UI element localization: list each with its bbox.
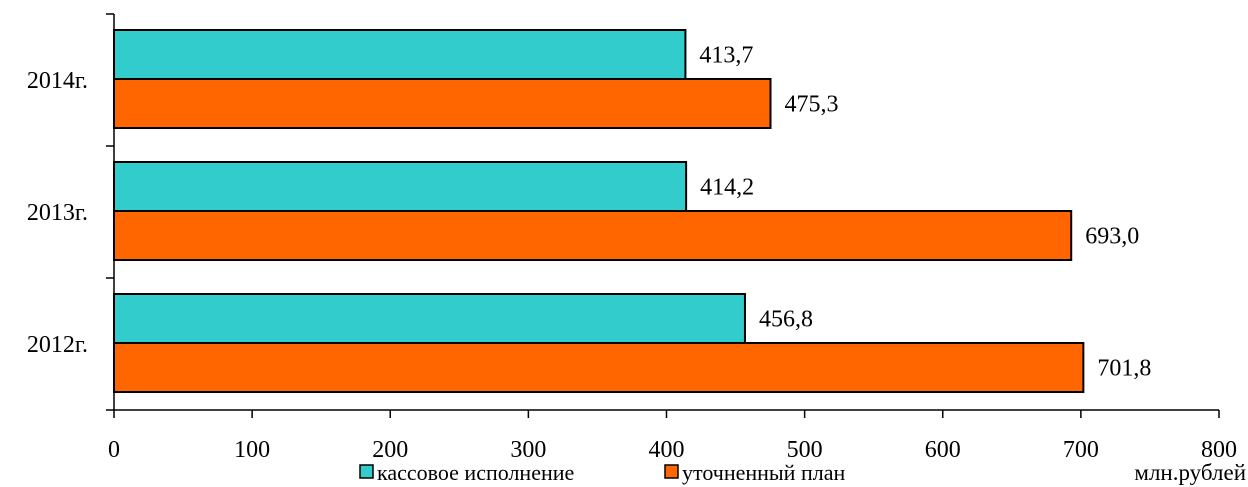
bar	[113, 78, 772, 129]
legend-swatch	[664, 464, 679, 479]
data-label: 456,8	[759, 307, 813, 333]
x-tick-label: 600	[925, 437, 961, 463]
bars-group	[113, 29, 1085, 393]
data-label: 413,7	[699, 43, 753, 69]
x-tick-label: 200	[372, 437, 408, 463]
legend: кассовое исполнение уточненный план	[359, 460, 845, 485]
data-label: 701,8	[1097, 356, 1151, 382]
bar	[113, 29, 687, 80]
x-tick-label: 700	[1063, 437, 1099, 463]
x-tick-label: 800	[1201, 437, 1237, 463]
x-tick-label: 500	[787, 437, 823, 463]
legend-label: уточненный план	[682, 460, 845, 485]
legend-label: кассовое исполнение	[377, 460, 574, 485]
category-label: 2013г.	[27, 200, 88, 226]
x-tick-label: 100	[234, 437, 270, 463]
labels-group: 413,7 475,3 2014г. 414,2 693,0 2013г. 456,8 701…	[27, 43, 1237, 464]
bar	[113, 161, 688, 212]
data-label: 693,0	[1085, 224, 1139, 250]
data-label: 475,3	[785, 92, 839, 118]
bar	[113, 342, 1085, 393]
data-label: 414,2	[700, 175, 754, 201]
category-label: 2012г.	[27, 332, 88, 358]
bar	[113, 210, 1073, 261]
x-tick-label: 0	[108, 437, 120, 463]
legend-swatch	[359, 464, 374, 479]
x-tick-label: 400	[649, 437, 685, 463]
category-label: 2014г.	[27, 68, 88, 94]
x-axis-title: млн.рублей	[1134, 460, 1246, 485]
ticks-group	[106, 13, 1220, 418]
x-tick-label: 300	[510, 437, 546, 463]
bar	[113, 293, 746, 344]
